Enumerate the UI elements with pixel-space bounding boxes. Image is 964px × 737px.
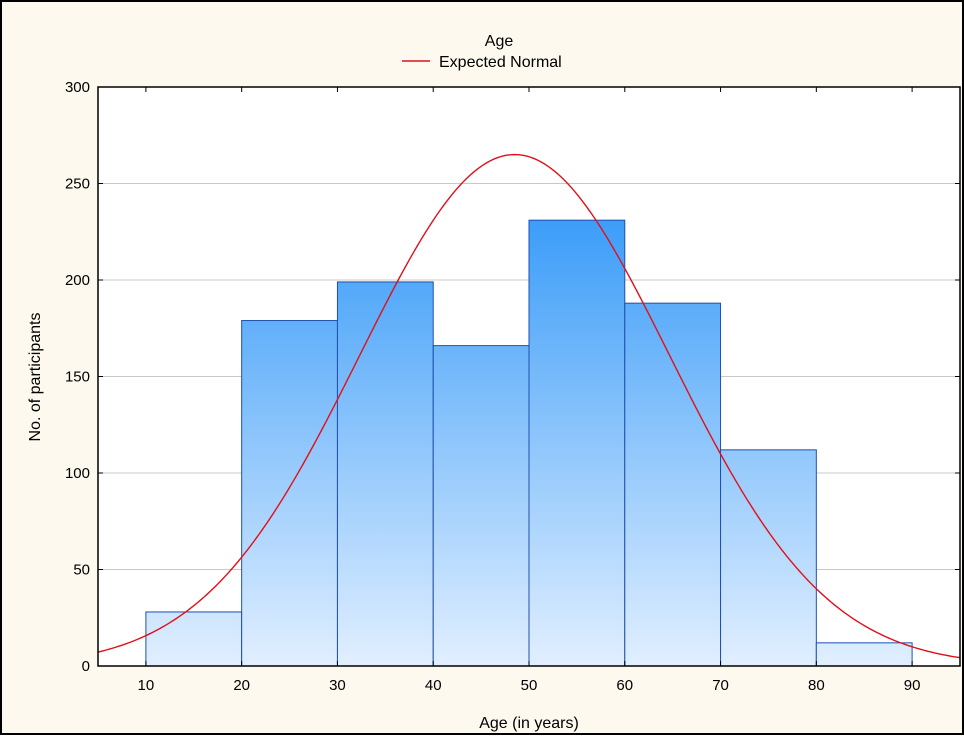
x-tick-label-50: 50 — [521, 677, 538, 694]
y-tick-label-150: 150 — [65, 369, 90, 386]
chart-title: Age — [485, 33, 514, 50]
expected-normal-curve — [97, 153, 961, 659]
x-tick-label-40: 40 — [425, 677, 442, 694]
y-tick-label-0: 0 — [82, 658, 90, 675]
axis-ticks: 10 20 30 40 50 60 70 80 90 0 50 100 150 200 250 300 — [65, 79, 960, 694]
x-tick-label-10: 10 — [138, 677, 155, 694]
x-tick-label-60: 60 — [616, 677, 633, 694]
y-tick-label-300: 300 — [65, 79, 90, 96]
x-tick-label-30: 30 — [329, 677, 346, 694]
y-axis-title: No. of participants — [27, 313, 44, 442]
x-tick-label-20: 20 — [233, 677, 250, 694]
y-tick-label-250: 250 — [65, 176, 90, 193]
bar-30-40 — [336, 281, 434, 667]
bar-10-20 — [145, 611, 243, 667]
bar-60-70 — [624, 302, 722, 667]
bar-70-80 — [720, 449, 817, 667]
x-tick-label-80: 80 — [808, 677, 825, 694]
y-tick-label-50: 50 — [73, 562, 90, 579]
histogram-bars — [145, 219, 913, 667]
bar-80-90 — [815, 642, 913, 667]
legend-label-expected-normal: Expected Normal — [439, 54, 562, 71]
x-tick-label-70: 70 — [712, 677, 729, 694]
bar-20-30 — [241, 320, 338, 667]
bar-40-50 — [432, 345, 530, 667]
normal-curve-layer — [97, 153, 961, 659]
y-tick-label-200: 200 — [65, 272, 90, 289]
y-tick-label-100: 100 — [65, 465, 90, 482]
x-tick-label-90: 90 — [904, 677, 921, 694]
bar-50-60 — [528, 219, 626, 667]
x-axis-title: Age (in years) — [479, 715, 579, 732]
